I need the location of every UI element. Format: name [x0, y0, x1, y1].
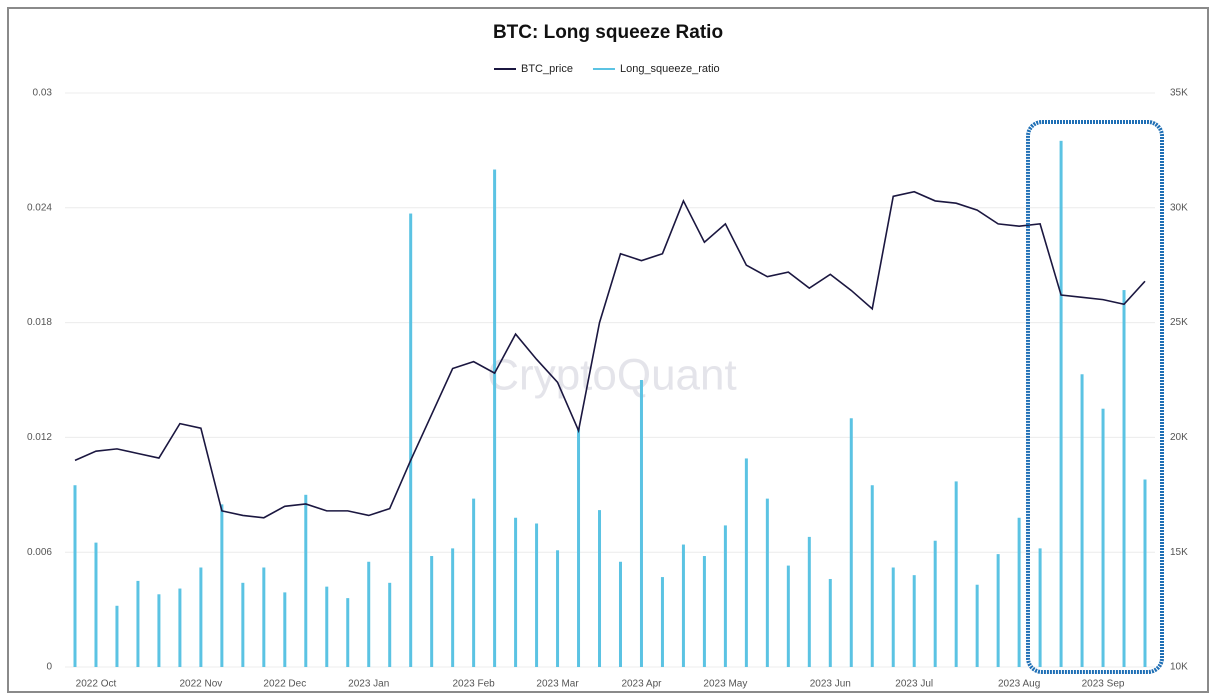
x-tick-label: 2023 Mar	[536, 679, 579, 690]
bar	[660, 577, 664, 667]
bar	[577, 427, 581, 667]
x-tick-label: 2023 Jun	[810, 679, 851, 690]
bar	[388, 582, 392, 667]
y2-tick-label: 20K	[1170, 432, 1188, 443]
y2-tick-label: 10K	[1170, 662, 1188, 673]
x-tick-label: 2023 Aug	[998, 679, 1040, 690]
bar	[430, 556, 434, 667]
bar	[115, 605, 119, 667]
lines	[74, 190, 1146, 519]
y-tick-label: 0.018	[27, 317, 52, 328]
bar	[220, 504, 224, 667]
y2-tick-label: 25K	[1170, 317, 1188, 328]
y-tick-label: 0.03	[33, 88, 53, 99]
bar	[744, 458, 748, 667]
bar	[178, 588, 182, 667]
bar	[367, 561, 371, 667]
bar	[346, 598, 350, 667]
bar	[975, 584, 979, 667]
bar	[639, 380, 643, 667]
bar	[241, 582, 245, 667]
x-tick-label: 2023 Apr	[621, 679, 662, 690]
x-tick-label: 2023 Feb	[452, 679, 495, 690]
bar	[1059, 140, 1063, 668]
bar	[136, 580, 140, 667]
x-tick-label: 2022 Dec	[263, 679, 306, 690]
bar	[262, 567, 266, 667]
bar	[870, 485, 874, 667]
price-line	[74, 190, 1146, 519]
bar	[472, 498, 476, 667]
x-tick-label: 2023 Jul	[895, 679, 933, 690]
y2-tick-label: 30K	[1170, 202, 1188, 213]
y-tick-label: 0.024	[27, 202, 52, 213]
x-tick-label: 2022 Nov	[179, 679, 222, 690]
bar	[954, 481, 958, 667]
bar	[681, 544, 685, 667]
bar	[723, 525, 727, 667]
bar	[912, 575, 916, 667]
bar	[807, 536, 811, 667]
x-tick-label: 2022 Oct	[76, 679, 117, 690]
y-tick-label: 0.012	[27, 432, 52, 443]
bar	[1122, 290, 1126, 667]
bar	[933, 540, 937, 667]
bar	[1038, 548, 1042, 667]
bar	[765, 498, 769, 667]
legend-label: Long_squeeze_ratio	[620, 63, 720, 75]
bar	[598, 510, 602, 667]
bar	[1080, 374, 1084, 667]
bar	[996, 554, 1000, 667]
bar	[304, 494, 308, 667]
bar	[94, 542, 98, 667]
bar	[1101, 408, 1105, 667]
grid	[65, 92, 1155, 668]
x-tick-label: 2023 Jan	[348, 679, 389, 690]
bar	[556, 550, 560, 667]
y2-tick-label: 15K	[1170, 547, 1188, 558]
watermark: CryptoQuant	[487, 351, 736, 400]
bar	[828, 578, 832, 667]
bar	[849, 418, 853, 667]
bar	[702, 556, 706, 667]
bar	[891, 567, 895, 667]
bar	[283, 592, 287, 667]
highlight-box	[1026, 120, 1164, 674]
bar	[535, 523, 539, 667]
x-tick-label: 2023 Sep	[1082, 679, 1125, 690]
bar	[618, 561, 622, 667]
x-tick-label: 2023 May	[703, 679, 747, 690]
bar	[514, 517, 518, 667]
legend-label: BTC_price	[521, 63, 573, 75]
bar	[73, 485, 77, 667]
bar	[1143, 479, 1147, 667]
bar	[493, 169, 497, 668]
chart-title: BTC: Long squeeze Ratio	[493, 22, 723, 43]
bar	[199, 567, 203, 667]
y-tick-label: 0	[46, 662, 52, 673]
bars	[73, 140, 1147, 668]
y2-tick-label: 35K	[1170, 88, 1188, 99]
bar	[157, 594, 161, 667]
y-tick-label: 0.006	[27, 547, 52, 558]
bar	[786, 565, 790, 667]
bar	[451, 548, 455, 667]
bar	[1017, 517, 1021, 667]
frame	[7, 7, 1209, 693]
bar	[325, 586, 329, 667]
bar	[409, 213, 413, 668]
labels: 0 0.006 0.012 0.018 0.024 0.03 10K 15K 20K 25K 30K…	[27, 63, 1188, 690]
